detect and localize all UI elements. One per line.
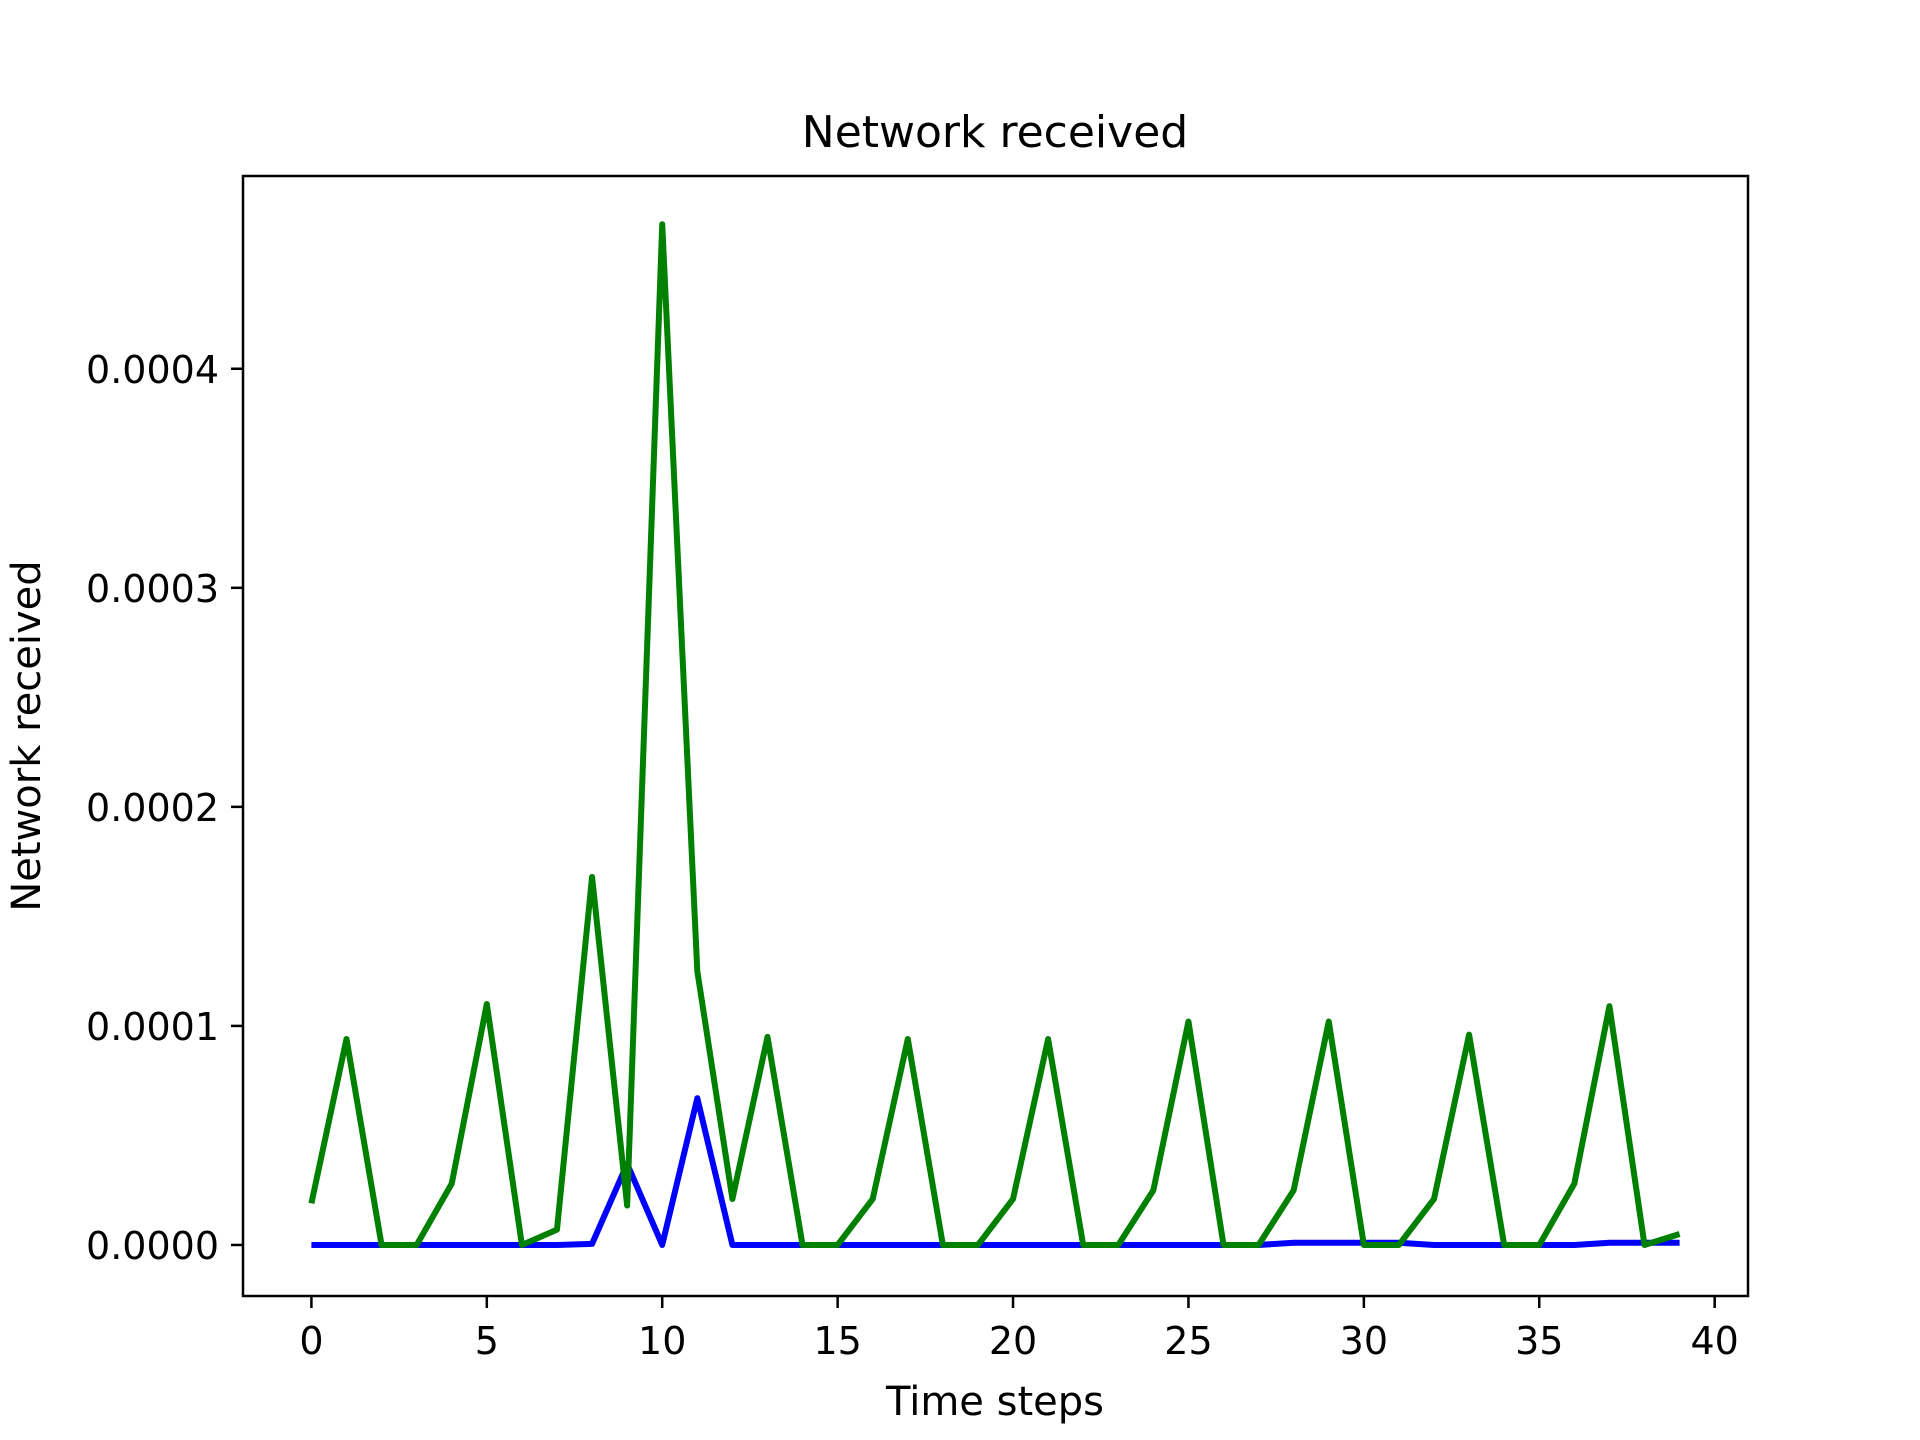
y-tick-label: 0.0004 <box>86 348 219 392</box>
y-tick-label: 0.0001 <box>86 1005 219 1049</box>
chart-title: Network received <box>802 107 1188 158</box>
x-tick-label: 40 <box>1690 1319 1738 1363</box>
x-tick-label: 15 <box>813 1319 861 1363</box>
y-axis: 0.0000 0.0001 0.0002 0.0003 0.0004 <box>86 348 243 1268</box>
series-line-1 <box>311 1095 1680 1248</box>
y-tick-label: 0.0003 <box>86 567 219 611</box>
x-tick-label: 20 <box>989 1319 1037 1363</box>
x-tick-label: 5 <box>475 1319 499 1363</box>
plot-area <box>308 221 1681 1248</box>
x-tick-label: 35 <box>1515 1319 1563 1363</box>
x-tick-label: 25 <box>1164 1319 1212 1363</box>
x-tick-label: 10 <box>638 1319 686 1363</box>
x-axis-label: Time steps <box>885 1379 1104 1425</box>
y-tick-label: 0.0002 <box>86 786 219 830</box>
x-axis: 0 5 10 15 20 25 30 35 40 <box>299 1296 1739 1363</box>
x-tick-label: 30 <box>1340 1319 1388 1363</box>
series-line-2 <box>308 221 1681 1248</box>
y-tick-label: 0.0000 <box>86 1224 219 1268</box>
y-axis-label: Network received <box>4 560 50 911</box>
axes-frame <box>241 174 1750 1298</box>
x-tick-label: 0 <box>299 1319 323 1363</box>
